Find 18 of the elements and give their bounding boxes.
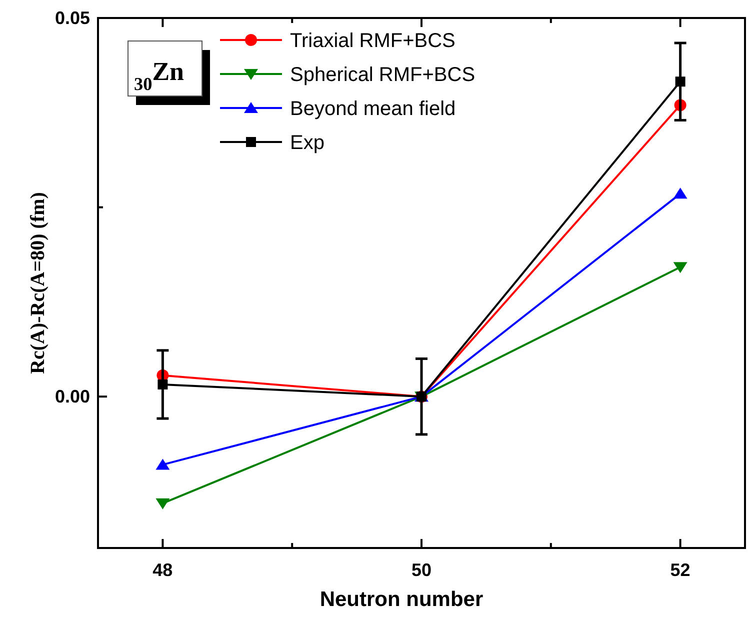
point [156,498,170,510]
legend-label: Beyond mean field [290,98,456,120]
legend-label: Spherical RMF+BCS [290,64,476,86]
legend-label: Exp [290,132,324,154]
x-tick-label: 52 [670,560,690,580]
legend-label: Triaxial RMF+BCS [290,30,456,52]
x-tick-label: 50 [411,560,432,580]
x-axis-title: Neutron number [320,588,484,611]
y-axis-title: Rc(A)-Rc(A=80) (fm) [27,192,49,374]
point [673,188,688,199]
point [675,76,686,87]
y-tick-label: 0.00 [54,386,90,407]
annotation: $_{30}$Zn [134,57,185,94]
point [158,379,168,390]
x-tick-label: 48 [152,560,173,580]
y-tick-label: 0.05 [54,8,90,28]
point [673,262,688,274]
point [156,458,170,470]
